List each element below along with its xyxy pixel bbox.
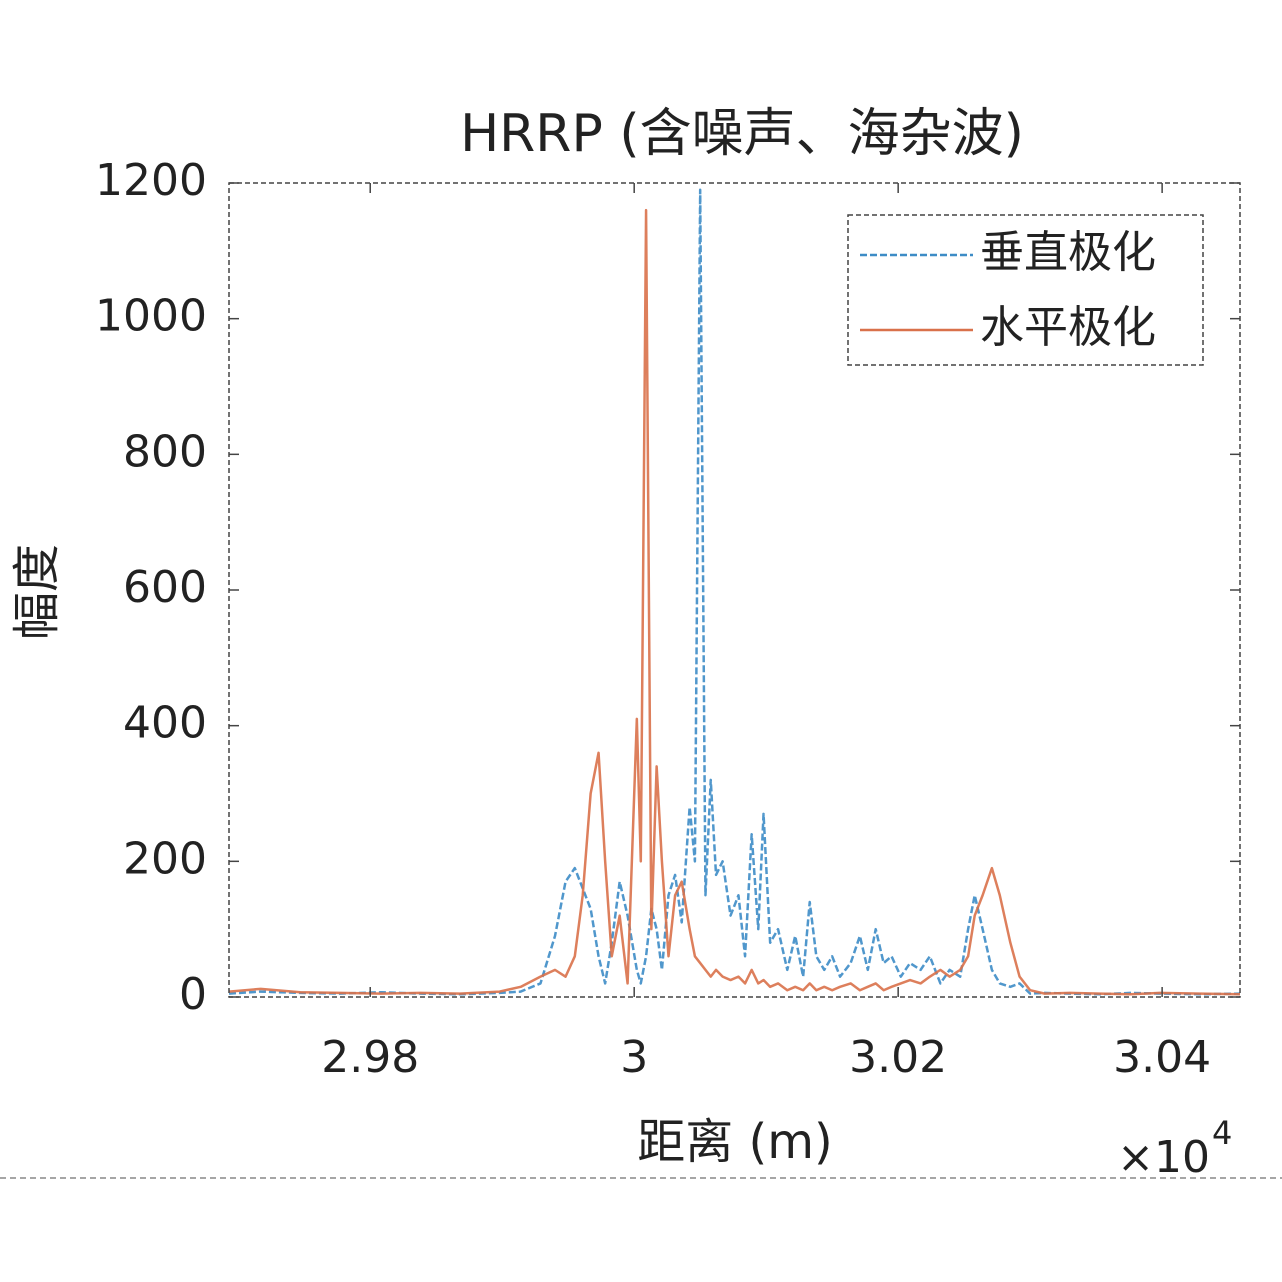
x-axis-label: 距离 (m) xyxy=(637,1114,832,1170)
y-tick-label: 1000 xyxy=(95,291,207,342)
legend-label: 水平极化 xyxy=(980,302,1156,353)
series-line xyxy=(228,208,1241,996)
x-multiplier: ×10 xyxy=(1117,1132,1210,1183)
y-tick-label: 1200 xyxy=(95,155,207,206)
x-tick-label: 3 xyxy=(620,1032,648,1083)
x-tick-label: 3.04 xyxy=(1113,1032,1211,1083)
legend-label: 垂直极化 xyxy=(980,227,1156,278)
y-tick-label: 600 xyxy=(123,562,207,613)
y-tick-label: 800 xyxy=(123,426,207,477)
x-tick-label: 3.02 xyxy=(849,1032,947,1083)
y-tick-label: 200 xyxy=(123,833,207,884)
y-tick-label: 400 xyxy=(123,698,207,749)
x-multiplier-exponent: 4 xyxy=(1212,1114,1232,1152)
x-tick-label: 2.98 xyxy=(321,1032,419,1083)
y-axis-label: 幅度 xyxy=(9,544,65,640)
y-tick-label: 0 xyxy=(179,969,207,1020)
chart-title: HRRP (含噪声、海杂波) xyxy=(460,104,1024,164)
legend-box xyxy=(847,214,1204,366)
plot-area xyxy=(228,188,1241,996)
